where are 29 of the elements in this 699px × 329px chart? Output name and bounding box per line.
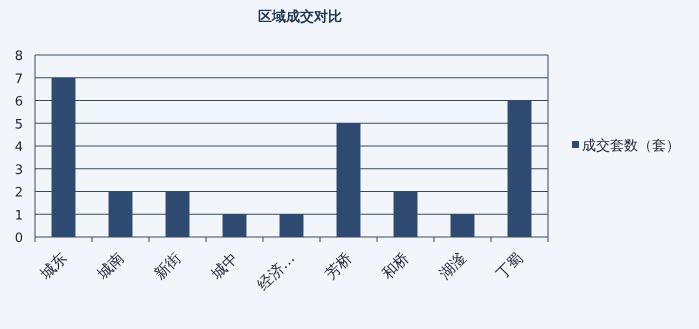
bar <box>166 192 190 237</box>
legend-label: 成交套数（套） <box>582 138 680 154</box>
bar <box>222 214 246 237</box>
x-tick-label: 经济… <box>254 249 298 294</box>
x-tick-label: 湖滏 <box>435 249 470 284</box>
y-tick-label: 8 <box>14 49 23 64</box>
y-tick-label: 7 <box>14 72 23 87</box>
bar <box>108 192 132 237</box>
bar <box>508 100 532 237</box>
y-tick-label: 3 <box>14 162 23 178</box>
bar <box>280 214 304 237</box>
y-tick-label: 2 <box>14 186 23 200</box>
bar <box>394 192 418 237</box>
bar <box>450 214 474 237</box>
y-tick-label: 0 <box>14 231 23 246</box>
x-tick-label: 城中 <box>206 249 242 284</box>
x-tick-label: 和桥 <box>378 249 412 284</box>
y-tick-label: 6 <box>14 94 23 110</box>
x-tick-label: 芳桥 <box>321 249 356 284</box>
x-tick-label: 城南 <box>92 249 128 284</box>
y-tick-label: 5 <box>14 117 23 132</box>
x-tick-label: 新街 <box>150 249 184 284</box>
bar <box>52 78 76 237</box>
y-tick-label: 4 <box>14 140 23 155</box>
x-tick-label: 城东 <box>36 249 70 284</box>
bar <box>336 123 360 237</box>
x-tick-label: 丁蜀 <box>492 249 526 284</box>
y-tick-label: 1 <box>14 208 23 224</box>
chart-title: 区域成交对比 <box>258 8 342 25</box>
